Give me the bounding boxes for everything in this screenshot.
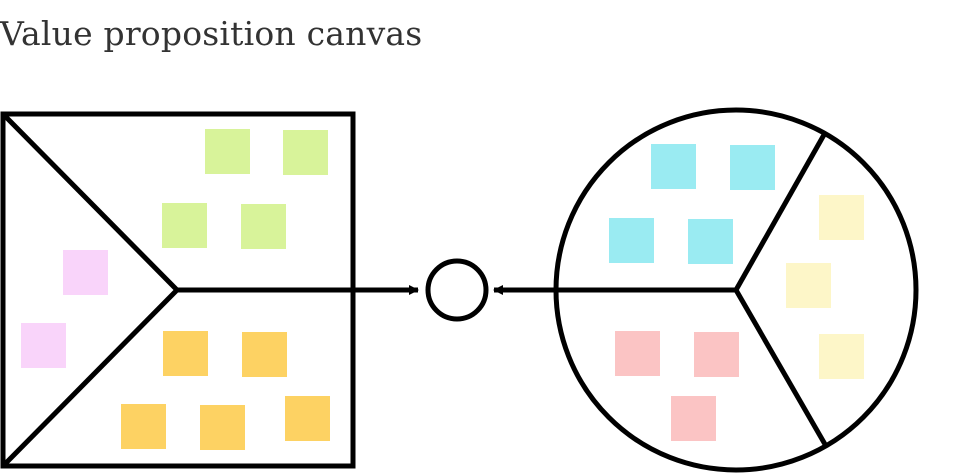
sticky-note[interactable] — [162, 203, 207, 248]
sticky-note[interactable] — [694, 332, 739, 377]
sticky-note[interactable] — [241, 204, 286, 249]
products-services-notes — [21, 250, 108, 368]
fit-circle — [425, 258, 489, 322]
sticky-note[interactable] — [786, 263, 831, 308]
fit-connector — [353, 258, 556, 322]
value-map-divider-top — [1, 112, 179, 292]
gain-creators-notes — [162, 129, 328, 249]
value-map — [0, 111, 356, 469]
sticky-note[interactable] — [819, 334, 864, 379]
page-title: Value proposition canvas — [0, 14, 423, 53]
sticky-note[interactable] — [671, 396, 716, 441]
sticky-note[interactable] — [21, 323, 66, 368]
sticky-note[interactable] — [63, 250, 108, 295]
sticky-note[interactable] — [200, 405, 245, 450]
sticky-note[interactable] — [285, 396, 330, 441]
customer-profile — [553, 107, 919, 473]
sticky-note[interactable] — [819, 195, 864, 240]
customer-jobs-notes — [786, 195, 864, 379]
gains-notes — [609, 144, 775, 264]
pain-relievers-notes — [121, 331, 330, 450]
sticky-note[interactable] — [651, 144, 696, 189]
sticky-note[interactable] — [242, 332, 287, 377]
sticky-note[interactable] — [163, 331, 208, 376]
customer-profile-divider-top — [733, 131, 828, 292]
sticky-note[interactable] — [615, 331, 660, 376]
sticky-note[interactable] — [688, 219, 733, 264]
pains-notes — [615, 331, 739, 441]
value-map-divider-bottom — [1, 288, 179, 468]
sticky-note[interactable] — [730, 145, 775, 190]
sticky-note[interactable] — [283, 130, 328, 175]
sticky-note[interactable] — [205, 129, 250, 174]
sticky-note[interactable] — [609, 218, 654, 263]
customer-profile-divider-bottom — [733, 288, 829, 448]
sticky-note[interactable] — [121, 404, 166, 449]
